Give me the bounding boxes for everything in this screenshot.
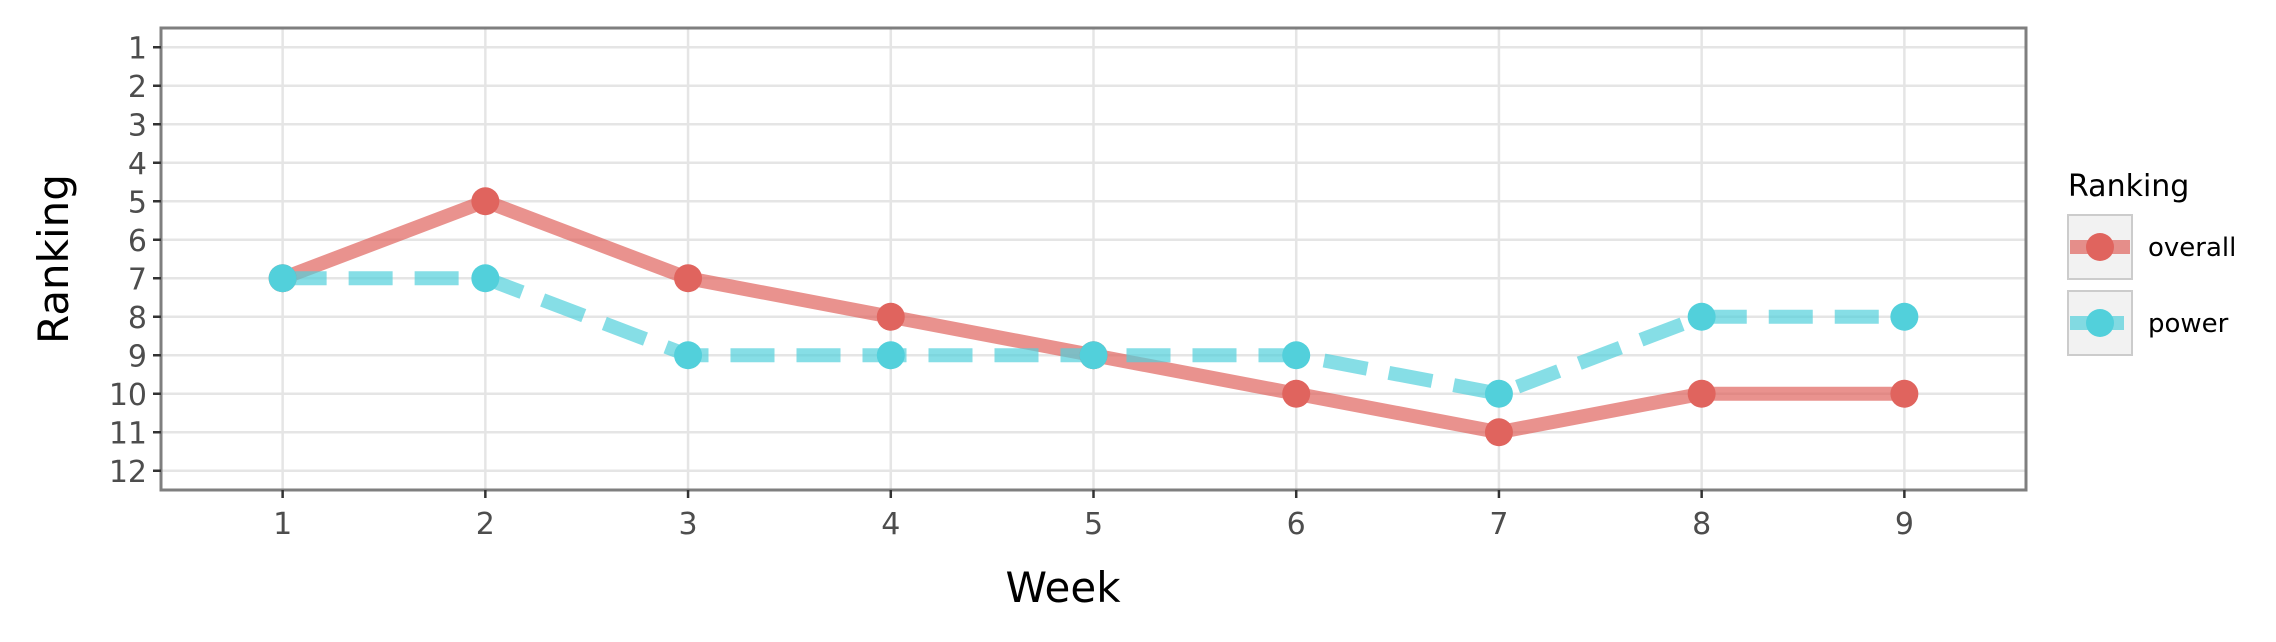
legend-label: overall [2148,233,2236,263]
y-tick-label: 12 [109,455,147,490]
y-tick-label: 9 [128,339,147,374]
data-point-power [471,264,500,293]
data-point-power [1687,302,1716,331]
x-tick-label: 7 [1489,507,1508,542]
x-tick-label: 2 [476,507,495,542]
data-point-overall [674,264,703,293]
x-axis-title: Week [1005,563,1121,612]
data-point-overall [1484,418,1513,447]
y-tick-label: 7 [128,262,147,297]
data-point-power [876,341,905,370]
x-tick-label: 4 [881,507,900,542]
data-point-overall [471,187,500,216]
y-tick-label: 6 [128,224,147,259]
legend-label: power [2148,309,2229,339]
data-point-overall [1687,379,1716,408]
x-tick-label: 9 [1895,507,1914,542]
data-point-power [1079,341,1108,370]
series-layer [268,187,1919,447]
y-axis-title: Ranking [29,174,78,344]
y-tick-label: 3 [128,108,147,143]
y-tick-label: 1 [128,31,147,66]
data-point-power [1890,302,1919,331]
data-point-overall [1890,379,1919,408]
data-point-overall [1282,379,1311,408]
legend-title: Ranking [2068,169,2189,204]
x-tick-label: 8 [1692,507,1711,542]
y-tick-label: 5 [128,185,147,220]
legend: Ranking overall power [2067,169,2236,356]
y-tick-label: 4 [128,147,147,182]
x-tick-label: 5 [1084,507,1103,542]
x-tick-label: 1 [273,507,292,542]
legend-item-overall: overall [2067,214,2236,280]
x-tick-label: 3 [679,507,698,542]
x-tick-label: 6 [1287,507,1306,542]
data-point-overall [876,302,905,331]
data-point-power [1484,379,1513,408]
y-tick-label: 8 [128,301,147,336]
data-point-power [268,264,297,293]
data-point-power [674,341,703,370]
legend-key-marker [2086,233,2114,261]
y-tick-label: 11 [109,416,147,451]
legend-key-marker [2086,309,2114,337]
y-tick-label: 2 [128,70,147,105]
legend-item-power: power [2067,290,2229,356]
data-point-power [1282,341,1311,370]
y-tick-label: 10 [109,378,147,413]
